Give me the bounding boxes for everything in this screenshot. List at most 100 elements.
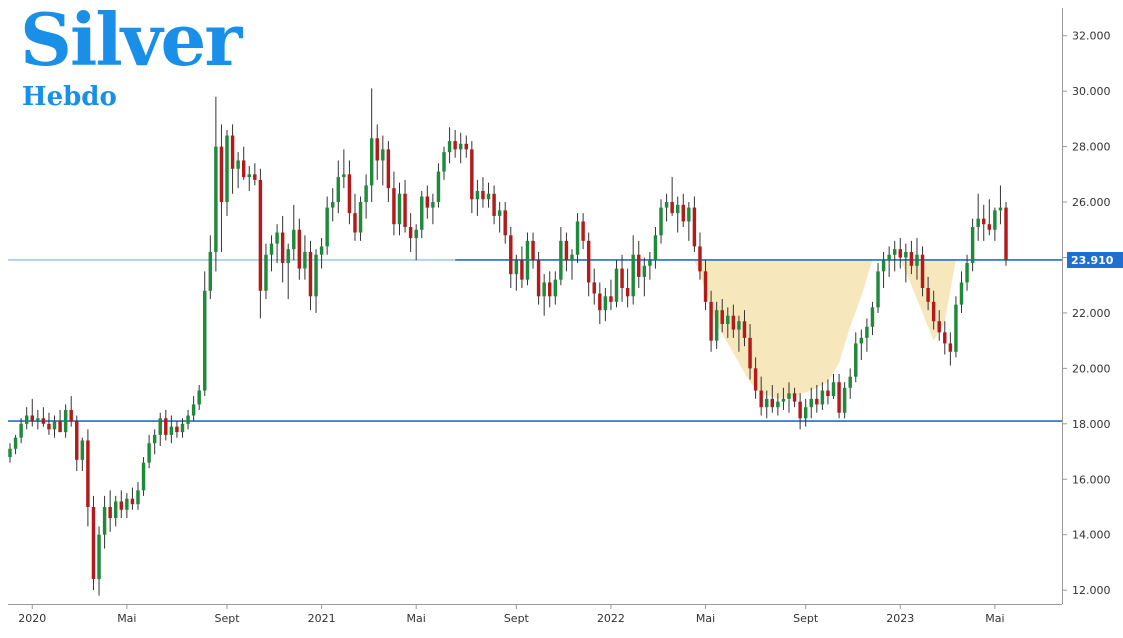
candle-body-down [108, 506, 112, 519]
candle [548, 271, 552, 308]
candle [164, 409, 168, 441]
candle-body-up [24, 415, 29, 424]
candle [408, 213, 413, 252]
candle [336, 160, 341, 214]
candle-body-up [631, 254, 635, 297]
candle [726, 307, 730, 338]
candle [225, 129, 229, 216]
candle-body-up [331, 202, 335, 208]
candle-body-up [904, 251, 908, 258]
candle [737, 315, 741, 352]
candle-body-down [625, 287, 630, 297]
candle-body-down [798, 401, 802, 419]
candle [904, 243, 908, 283]
candle-body-up [848, 376, 852, 388]
candle-body-up [336, 177, 341, 203]
candle [275, 224, 279, 264]
candle-body-up [414, 229, 418, 239]
candle [809, 387, 813, 419]
candle-body-up [993, 210, 997, 230]
candle-body-up [169, 426, 174, 435]
candle-body-up [887, 254, 891, 261]
candle [670, 177, 674, 216]
candle-body-down [920, 254, 925, 288]
x-tick-label: Mai [985, 612, 1004, 625]
horizontal-lines-layer [8, 259, 1062, 422]
candle [180, 418, 185, 438]
candle [75, 415, 79, 471]
candle-body-up [809, 398, 813, 408]
candle [236, 152, 240, 189]
candle-body-down [347, 174, 352, 214]
candle [776, 393, 780, 416]
candle [347, 160, 352, 225]
candle-body-up [358, 202, 363, 233]
candle [219, 124, 224, 252]
candle [470, 141, 474, 214]
candle [158, 412, 162, 446]
candle-body-up [264, 254, 268, 291]
candle-body-down [620, 268, 624, 288]
candle-body-up [965, 263, 969, 283]
candle [303, 235, 307, 280]
candle [993, 207, 997, 241]
y-tick-label: 14.000 [1072, 529, 1111, 542]
candle-body-up [553, 279, 558, 297]
candle [826, 379, 830, 405]
candle-body-up [776, 401, 780, 408]
candle-body-up [542, 282, 546, 297]
candle [837, 373, 841, 419]
y-tick-label: 30.000 [1072, 85, 1111, 98]
candle [765, 390, 769, 419]
candle [620, 254, 624, 302]
candle [58, 409, 62, 433]
candle [954, 296, 958, 358]
y-tick-label: 12.000 [1072, 584, 1111, 597]
candle [108, 490, 112, 532]
candle [559, 226, 563, 286]
candle [342, 149, 346, 189]
candle-body-down [681, 204, 685, 222]
shaded-zone [694, 260, 956, 399]
current-price-label: 23.910 [1071, 254, 1114, 267]
candle-body-down [492, 193, 496, 216]
candle-body-down [698, 246, 702, 272]
candle-body-down [509, 235, 513, 275]
candle [358, 196, 363, 241]
candle [280, 215, 285, 283]
candle-body-up [8, 448, 12, 458]
candle-body-down [982, 218, 986, 225]
candle-body-up [397, 193, 402, 225]
candle [931, 290, 936, 330]
candle [787, 382, 791, 413]
candle [47, 412, 51, 435]
candle [675, 196, 680, 233]
candle [753, 357, 758, 399]
candle-body-up [559, 240, 563, 280]
candle [687, 202, 691, 241]
candle [264, 243, 268, 300]
candle-body-down [58, 421, 62, 433]
candle [798, 393, 802, 430]
candle [831, 373, 836, 399]
candle-body-down [531, 240, 535, 261]
candle [703, 260, 708, 311]
candle [770, 385, 775, 413]
candle [475, 179, 480, 216]
candle [331, 188, 335, 222]
candle-body-up [236, 160, 240, 169]
candle [553, 271, 558, 305]
candle-body-up [225, 135, 229, 203]
candle [253, 163, 257, 186]
candle-body-down [586, 240, 591, 283]
x-tick-label: Mai [696, 612, 715, 625]
candle-body-down [175, 426, 179, 433]
candle [141, 457, 146, 496]
candle-body-up [726, 315, 730, 325]
candle-body-down [837, 382, 841, 413]
candle [147, 434, 151, 469]
candle-body-up [892, 249, 897, 255]
candle [681, 193, 685, 227]
candle [909, 240, 914, 275]
candle [575, 213, 580, 264]
